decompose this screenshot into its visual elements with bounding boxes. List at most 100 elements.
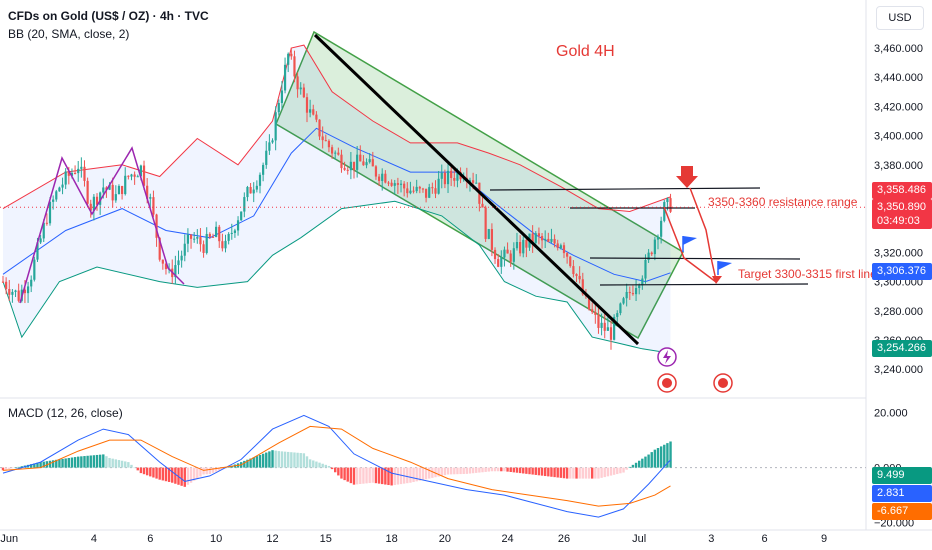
macd-histogram-bar xyxy=(58,459,61,468)
candle-body xyxy=(399,183,403,185)
time-tick-label: 12 xyxy=(266,533,278,545)
candle-body xyxy=(321,136,324,141)
candle-body xyxy=(418,186,421,189)
candle-body xyxy=(531,233,534,243)
macd-histogram-bar xyxy=(261,453,265,468)
macd-histogram-bar xyxy=(575,467,578,479)
candle-body xyxy=(628,291,631,294)
candle-body xyxy=(603,322,606,331)
lightning-glyph xyxy=(663,350,671,364)
macd-histogram-bar xyxy=(509,467,512,472)
candle-body xyxy=(352,161,356,170)
candle-body xyxy=(368,159,371,163)
candle-body xyxy=(189,234,193,239)
candle-body xyxy=(52,199,55,202)
candle-body xyxy=(522,239,525,254)
candle-body xyxy=(650,252,653,255)
candle-body xyxy=(5,281,8,290)
macd-histogram-bar xyxy=(89,455,92,468)
candle-body xyxy=(537,233,541,237)
macd-histogram-bar xyxy=(368,467,371,484)
macd-histogram-bar xyxy=(218,467,221,471)
candle-body xyxy=(249,186,252,194)
macd-histogram-bar xyxy=(199,467,202,477)
candle-body xyxy=(365,162,368,166)
candle-body xyxy=(381,173,384,181)
candle-body xyxy=(644,259,647,279)
macd-histogram-bar xyxy=(83,456,86,468)
lower-band-price-tag: 3,254.266 xyxy=(872,340,932,357)
macd-histogram-bar xyxy=(612,467,616,475)
drawings xyxy=(0,33,866,393)
macd-histogram-bar xyxy=(202,467,205,475)
candle-body xyxy=(86,180,89,204)
macd-histogram-bar xyxy=(572,467,575,479)
time-tick-label: 26 xyxy=(558,533,570,545)
macd-histogram-bar xyxy=(117,460,121,468)
macd-histogram-bar xyxy=(456,467,459,475)
candle-body xyxy=(92,196,95,211)
price-tick-label: 3,440.000 xyxy=(874,72,923,84)
candle-body xyxy=(287,53,290,65)
macd-histogram-bar xyxy=(490,467,494,472)
candle-body xyxy=(440,172,443,179)
macd-histogram-bar xyxy=(496,467,500,472)
macd-histogram-bar xyxy=(1,467,5,471)
macd-histogram-bar xyxy=(127,462,130,468)
candle-body xyxy=(161,259,164,264)
macd-histogram-bar xyxy=(434,467,437,478)
candle-body xyxy=(622,298,625,304)
candle-body xyxy=(218,226,221,242)
candle-body xyxy=(290,53,293,57)
macd-histogram-bar xyxy=(540,467,544,476)
candle-body xyxy=(653,239,656,255)
candle-body xyxy=(616,313,619,317)
macd-histogram-bar xyxy=(399,467,403,485)
macd-histogram-bar xyxy=(556,467,559,478)
currency-selector[interactable]: USD xyxy=(876,6,924,30)
macd-histogram-bar xyxy=(390,467,393,486)
grid xyxy=(0,0,932,531)
macd-histogram-bar xyxy=(337,467,340,476)
candle-body xyxy=(613,316,616,340)
bb-indicator-label[interactable]: BB (20, SMA, close, 2) xyxy=(8,27,130,41)
macd-histogram-bar xyxy=(531,467,534,475)
candle-body xyxy=(472,180,475,183)
time-tick-label: 6 xyxy=(147,533,153,545)
macd-histogram-bar xyxy=(396,467,400,485)
candle-body xyxy=(302,87,305,98)
macd-histogram-bar xyxy=(305,456,309,468)
candle-body xyxy=(205,233,208,253)
bb-basis-line xyxy=(2,127,671,283)
candle-body xyxy=(268,142,271,151)
candle-body xyxy=(525,239,528,248)
macd-histogram-bar xyxy=(280,451,284,468)
macd-histogram-bar xyxy=(105,456,108,468)
candle-body xyxy=(606,327,609,331)
bb-band-fill xyxy=(3,45,671,352)
candle-body xyxy=(105,187,108,190)
price-tick-label: 3,400.000 xyxy=(874,131,923,143)
last-price-value: 3,350.890 xyxy=(877,201,926,213)
candle-body xyxy=(262,164,265,175)
candle-body xyxy=(142,165,146,186)
time-tick-label: 18 xyxy=(385,533,397,545)
macd-histogram-bar xyxy=(644,456,647,468)
trend-line xyxy=(313,33,640,346)
candle-body xyxy=(409,190,412,194)
macd-indicator-label[interactable]: MACD (12, 26, close) xyxy=(8,406,123,420)
candle-body xyxy=(669,198,672,212)
candle-body xyxy=(114,194,117,201)
macd-histogram-bar xyxy=(186,467,190,485)
candle-body xyxy=(193,238,196,240)
macd-histogram-bar xyxy=(478,467,481,473)
target-line-low xyxy=(599,283,809,286)
candle-body xyxy=(481,203,484,208)
macd-histogram-bar xyxy=(481,467,484,473)
candle-body xyxy=(155,214,158,238)
macd-histogram-bar xyxy=(493,467,497,472)
macd-histogram-bar xyxy=(80,456,83,468)
macd-histogram-bar xyxy=(359,467,362,485)
macd-histogram-bar xyxy=(656,448,660,468)
